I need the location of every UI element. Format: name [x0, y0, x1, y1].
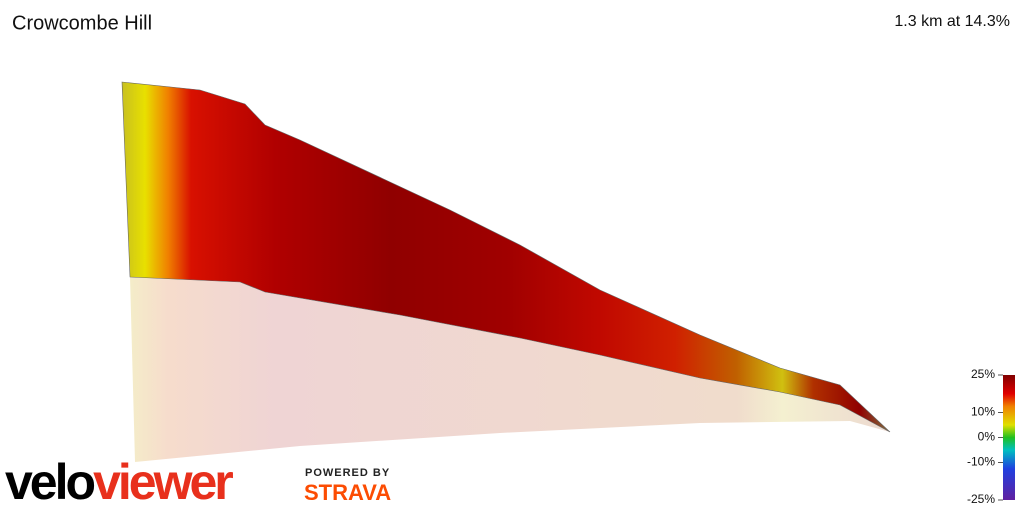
profile-reflection: [130, 277, 890, 462]
logo-viewer: viewer: [93, 454, 233, 510]
logo-velo: velo: [5, 454, 95, 510]
profile-face: [121, 81, 891, 433]
legend-tick-label: 10%: [971, 405, 995, 419]
powered-by: POWERED BY: [305, 467, 390, 479]
segment-title: Crowcombe Hill: [12, 12, 152, 34]
gradient-scale: [1003, 375, 1015, 500]
legend-tick-label: -10%: [967, 455, 995, 469]
strava-logo: STRAVA: [304, 480, 391, 505]
legend-tick-label: 25%: [971, 367, 995, 381]
legend-tick-label: -25%: [967, 492, 995, 506]
logo: veloviewer: [5, 454, 233, 510]
legend-tick-label: 0%: [978, 430, 996, 444]
segment-stat: 1.3 km at 14.3%: [894, 13, 1010, 30]
